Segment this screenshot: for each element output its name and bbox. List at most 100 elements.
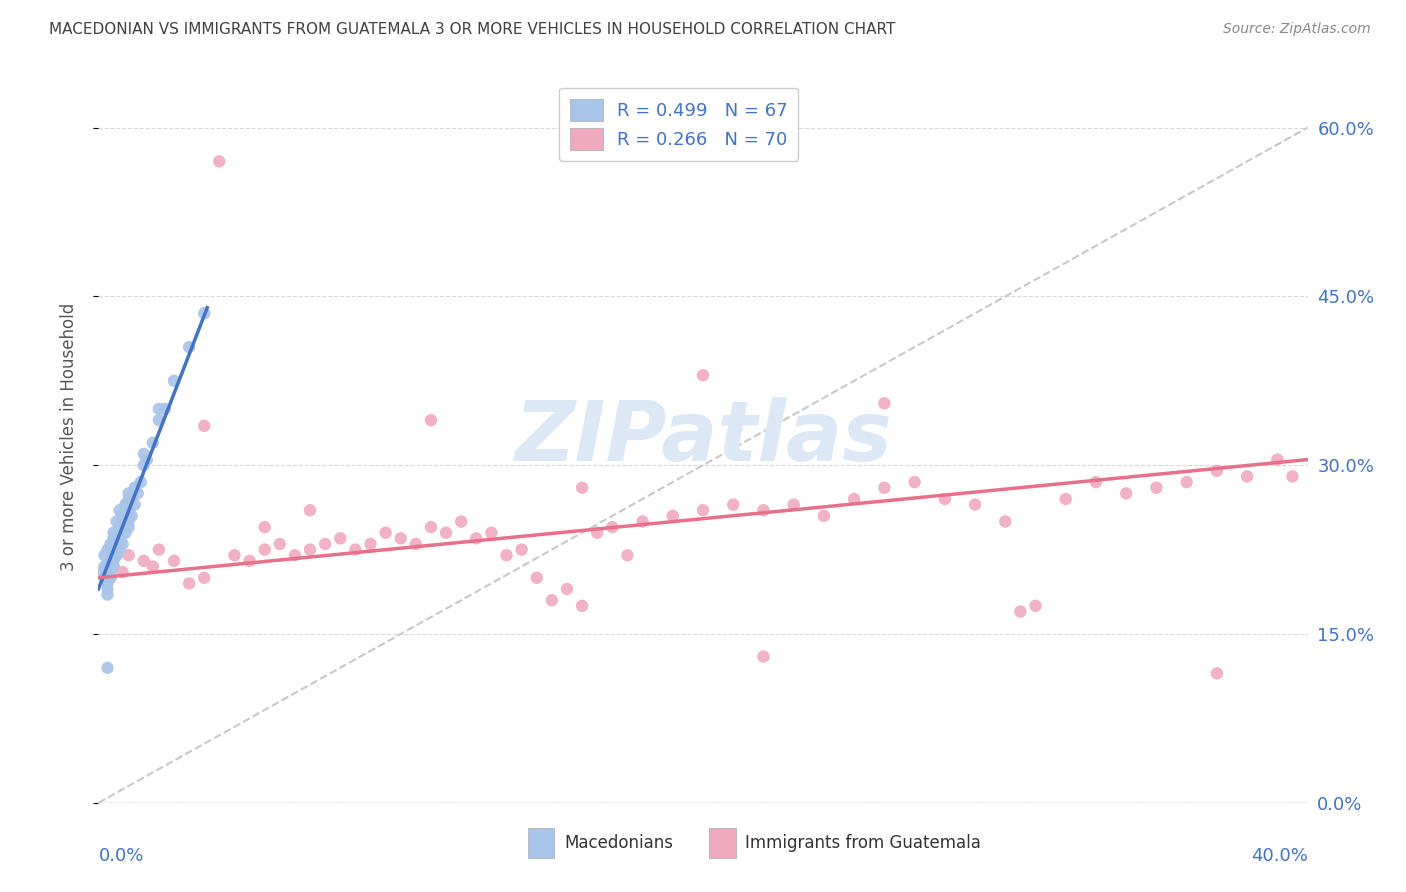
Point <box>1024 599 1046 613</box>
Point <box>329 532 352 546</box>
Point <box>93 571 115 585</box>
Point <box>405 537 427 551</box>
Point <box>224 548 246 562</box>
Y-axis label: 3 or more Vehicles in Household: 3 or more Vehicles in Household <box>59 303 77 571</box>
Point <box>111 537 134 551</box>
Point <box>142 435 165 450</box>
Point <box>571 481 593 495</box>
Point <box>208 154 231 169</box>
Point <box>90 565 112 579</box>
Point <box>389 532 412 546</box>
Point <box>118 548 141 562</box>
Point <box>813 508 835 523</box>
Point <box>121 508 143 523</box>
Point <box>114 503 136 517</box>
Text: Source: ZipAtlas.com: Source: ZipAtlas.com <box>1223 22 1371 37</box>
Point <box>193 418 215 433</box>
Point <box>114 525 136 540</box>
Point <box>108 542 131 557</box>
Point <box>132 458 155 473</box>
Point <box>873 481 896 495</box>
Point <box>135 452 157 467</box>
Text: 0.0%: 0.0% <box>98 847 143 864</box>
Point <box>1175 475 1198 489</box>
Point <box>1054 491 1077 506</box>
Point <box>132 447 155 461</box>
Point <box>314 537 336 551</box>
Point <box>103 554 125 568</box>
Point <box>111 508 134 523</box>
Point <box>420 520 443 534</box>
Point <box>253 542 276 557</box>
Point <box>631 515 654 529</box>
Point <box>299 503 322 517</box>
Text: ZIPatlas: ZIPatlas <box>515 397 891 477</box>
Point <box>96 542 118 557</box>
Point <box>100 554 122 568</box>
Point <box>360 537 382 551</box>
Point <box>108 503 131 517</box>
Point <box>540 593 562 607</box>
Point <box>1206 666 1229 681</box>
Point <box>193 306 215 320</box>
Point <box>1115 486 1137 500</box>
Point <box>586 525 609 540</box>
Point <box>103 537 125 551</box>
Point <box>163 374 186 388</box>
Point <box>450 515 472 529</box>
Point <box>420 413 443 427</box>
Point <box>783 498 806 512</box>
Point <box>163 554 186 568</box>
Point <box>1010 605 1032 619</box>
Point <box>481 525 503 540</box>
FancyBboxPatch shape <box>709 829 735 858</box>
Point <box>132 554 155 568</box>
Point <box>1267 452 1289 467</box>
Point <box>96 559 118 574</box>
Point <box>965 498 987 512</box>
Point <box>495 548 517 562</box>
Point <box>873 396 896 410</box>
Point <box>723 498 745 512</box>
Point <box>1281 469 1303 483</box>
Point <box>100 565 122 579</box>
Point <box>253 520 276 534</box>
Point <box>103 559 125 574</box>
Point <box>299 542 322 557</box>
Point <box>103 532 125 546</box>
Point <box>124 481 146 495</box>
Point <box>239 554 262 568</box>
Point <box>934 491 956 506</box>
Point <box>103 542 125 557</box>
Point <box>100 571 122 585</box>
Point <box>96 565 118 579</box>
Point <box>121 491 143 506</box>
Text: Macedonians: Macedonians <box>564 834 673 852</box>
Point <box>118 503 141 517</box>
Point <box>118 515 141 529</box>
Point <box>114 498 136 512</box>
Point <box>148 401 170 416</box>
Legend: R = 0.499   N = 67, R = 0.266   N = 70: R = 0.499 N = 67, R = 0.266 N = 70 <box>560 87 799 161</box>
Point <box>105 537 128 551</box>
Point <box>127 486 149 500</box>
Point <box>142 559 165 574</box>
Point <box>153 401 176 416</box>
Point <box>179 340 201 354</box>
Point <box>108 520 131 534</box>
Point <box>129 475 152 489</box>
Point <box>752 649 775 664</box>
Point <box>692 368 714 383</box>
Point <box>602 520 624 534</box>
Point <box>108 537 131 551</box>
Point <box>103 548 125 562</box>
FancyBboxPatch shape <box>527 829 554 858</box>
Point <box>179 576 201 591</box>
Point <box>344 542 367 557</box>
Point <box>111 565 134 579</box>
Point <box>111 508 134 523</box>
Point <box>105 548 128 562</box>
Point <box>93 548 115 562</box>
Point <box>105 537 128 551</box>
Point <box>374 525 396 540</box>
